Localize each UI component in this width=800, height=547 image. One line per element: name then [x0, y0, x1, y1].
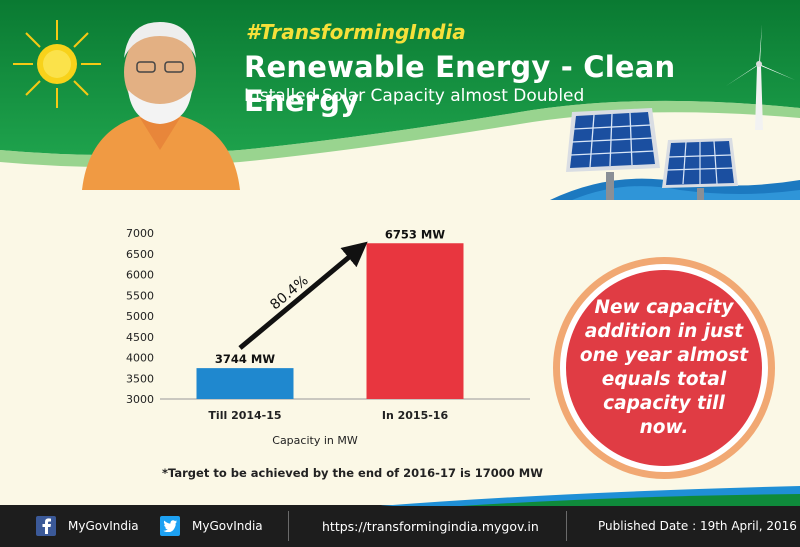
published-date: Published Date : 19th April, 2016 — [598, 519, 797, 533]
facebook-handle: MyGovIndia — [68, 519, 139, 533]
y-tick-label: 6500 — [126, 248, 154, 261]
growth-arrow — [238, 241, 368, 350]
solar-panel-icon — [566, 108, 738, 200]
header-banner — [0, 0, 800, 200]
twitter-icon — [160, 516, 180, 536]
y-tick-label: 5000 — [126, 310, 154, 323]
portrait-image — [82, 22, 240, 190]
callout-inner: New capacity addition in just one year a… — [566, 270, 762, 466]
twitter-link[interactable]: MyGovIndia — [160, 505, 263, 547]
callout-badge: New capacity addition in just one year a… — [553, 257, 775, 479]
facebook-icon — [36, 516, 56, 536]
y-tick-label: 5500 — [126, 289, 154, 302]
facebook-link[interactable]: MyGovIndia — [36, 505, 139, 547]
website-link[interactable]: https://transformingindia.mygov.in — [322, 518, 539, 534]
bar-value-label: 3744 MW — [215, 352, 275, 366]
footer: MyGovIndia MyGovIndia https://transformi… — [0, 505, 800, 547]
bar-2 — [366, 243, 464, 399]
hashtag: #TransformingIndia — [246, 20, 466, 44]
headline: Renewable Energy - Clean Energy — [244, 50, 676, 118]
wind-turbine-icon — [726, 24, 795, 130]
footer-divider — [566, 511, 567, 541]
twitter-handle: MyGovIndia — [192, 519, 263, 533]
footer-stripe — [380, 486, 800, 506]
footer-divider — [288, 511, 289, 541]
y-tick-label: 7000 — [126, 227, 154, 240]
y-tick-label: 3000 — [126, 393, 154, 406]
x-axis-title: Capacity in MW — [272, 434, 358, 447]
bar-value-label: 6753 MW — [385, 227, 445, 241]
callout-text: New capacity addition in just one year a… — [579, 297, 749, 438]
bar-1 — [196, 368, 294, 399]
y-tick-label: 4000 — [126, 352, 154, 365]
y-tick-label: 3500 — [126, 372, 154, 385]
y-tick-label: 4500 — [126, 331, 154, 344]
target-note: *Target to be achieved by the end of 201… — [162, 466, 543, 480]
x-tick-label: Till 2014-15 — [208, 409, 281, 422]
x-tick-label: In 2015-16 — [382, 409, 449, 422]
subheadline: Installed Solar Capacity almost Doubled — [244, 86, 585, 106]
y-tick-label: 6000 — [126, 269, 154, 282]
sun-icon — [13, 20, 101, 108]
